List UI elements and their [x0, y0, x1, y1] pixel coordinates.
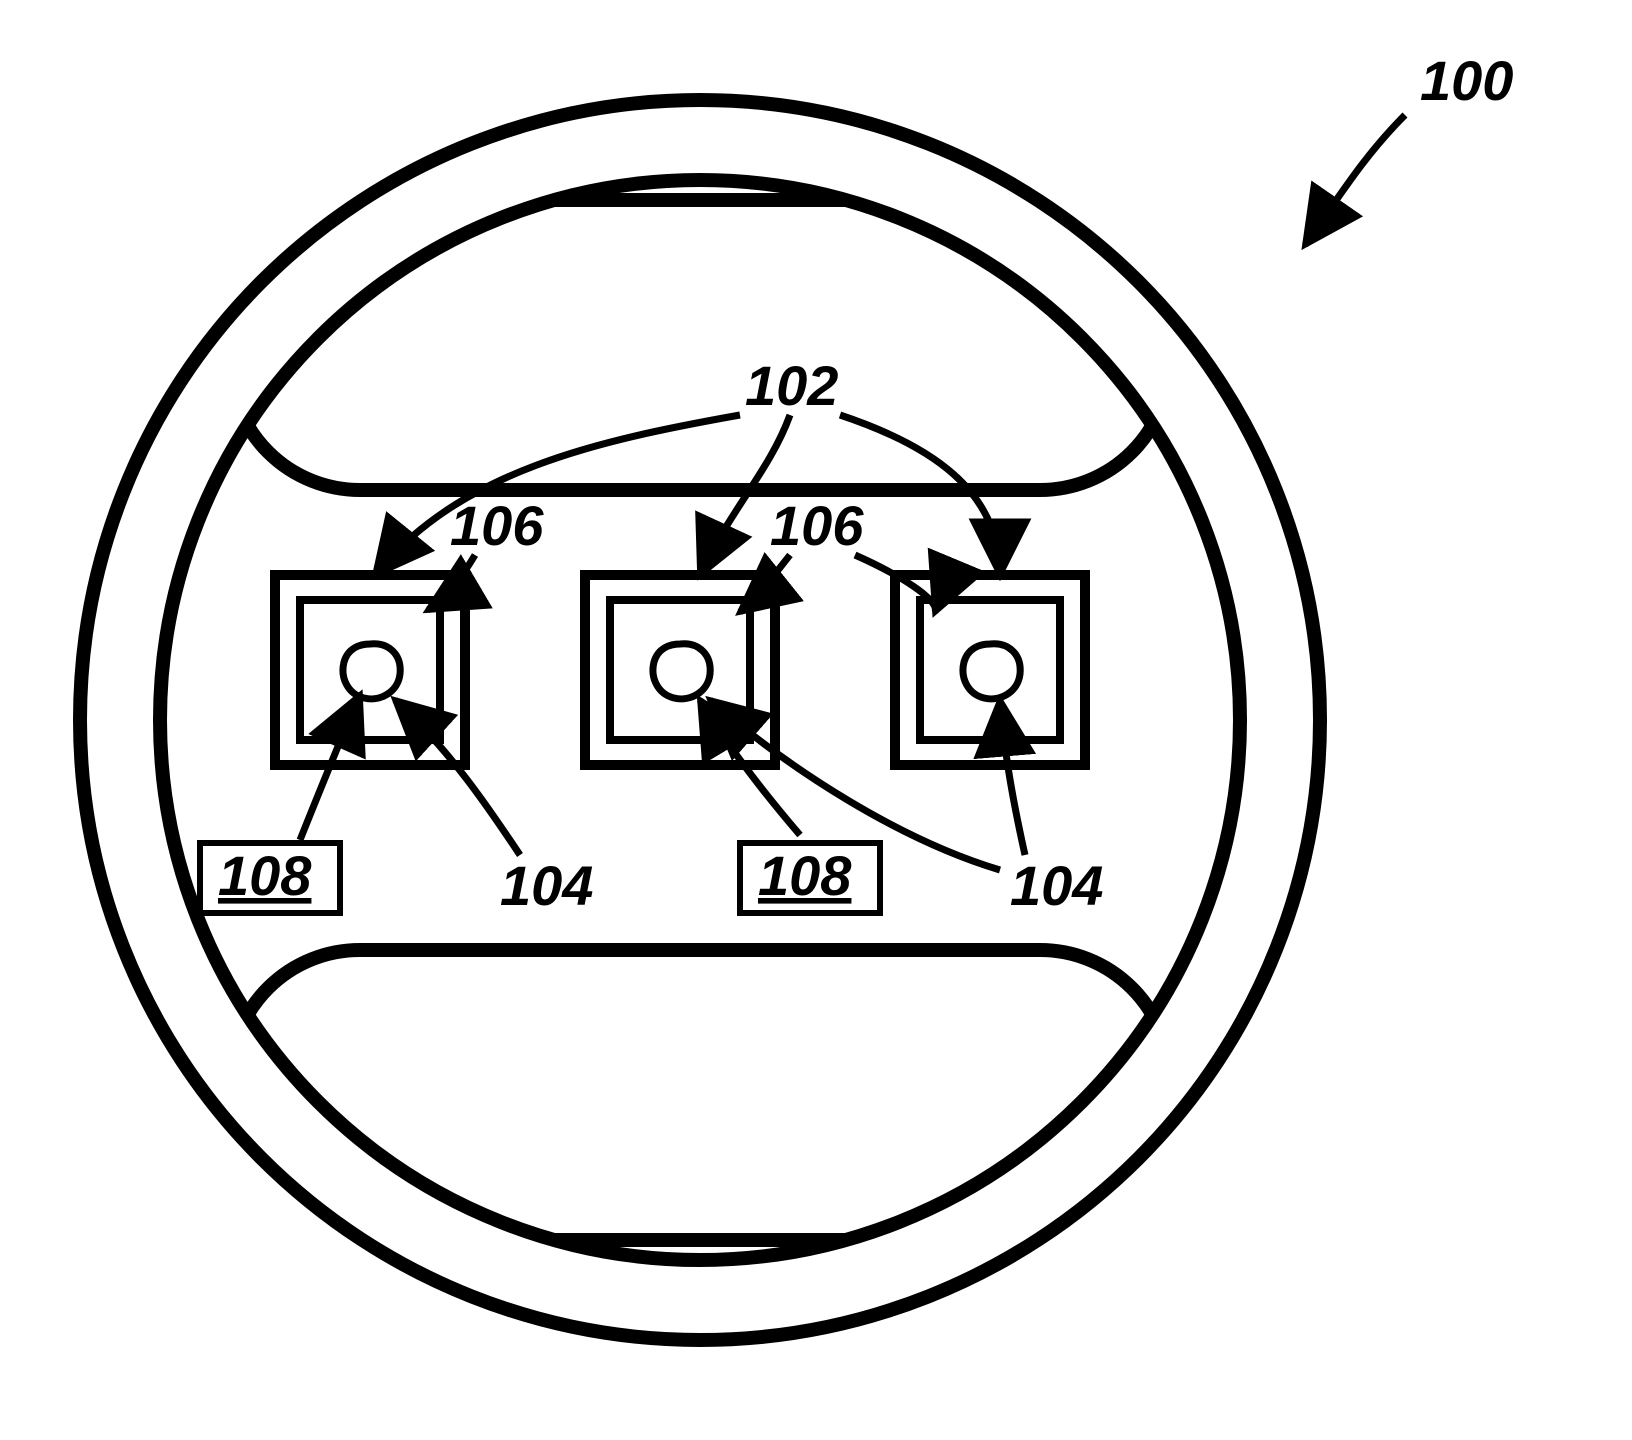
lower-window: [230, 950, 1170, 1240]
label-104-a: 104: [500, 854, 593, 917]
svg-text:108: 108: [218, 844, 312, 907]
lead-100: [1305, 115, 1405, 245]
lead-106-bL: [740, 555, 790, 612]
wafer-assembly: [80, 100, 1320, 1340]
svg-text:108: 108: [758, 844, 852, 907]
patent-figure: 100 102 106 106 104 104 108 108: [0, 0, 1632, 1440]
wafer-inner-edge: [160, 180, 1240, 1260]
feature-left: [343, 644, 400, 699]
lead-104-bR: [1000, 700, 1025, 855]
die-right: [895, 575, 1085, 765]
wafer-outer-edge: [80, 100, 1320, 1340]
feature-right: [963, 644, 1020, 699]
lead-104-a: [395, 700, 520, 855]
feature-center: [653, 644, 710, 699]
label-108-b: 108: [740, 843, 880, 913]
dies-row: [275, 575, 1085, 765]
label-102: 102: [745, 354, 838, 417]
label-108-a: 108: [200, 843, 340, 913]
label-100: 100: [1420, 49, 1513, 112]
label-106-a: 106: [450, 494, 544, 557]
label-104-b: 104: [1010, 854, 1103, 917]
upper-window: [230, 200, 1170, 490]
label-106-b: 106: [770, 494, 864, 557]
